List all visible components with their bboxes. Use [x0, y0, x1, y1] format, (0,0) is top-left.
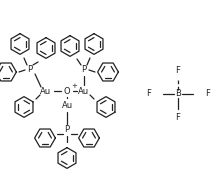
Text: F: F — [176, 66, 180, 75]
Text: P: P — [64, 126, 70, 134]
Text: F: F — [146, 89, 151, 99]
Text: F: F — [176, 113, 180, 122]
Text: Au: Au — [40, 86, 52, 96]
Text: B: B — [175, 89, 181, 99]
Text: Au: Au — [78, 86, 90, 96]
Text: Au: Au — [61, 102, 73, 111]
Text: +: + — [71, 83, 77, 89]
Text: O: O — [64, 86, 70, 96]
Text: P: P — [81, 65, 87, 74]
Text: P: P — [27, 65, 33, 74]
Text: F: F — [205, 89, 210, 99]
